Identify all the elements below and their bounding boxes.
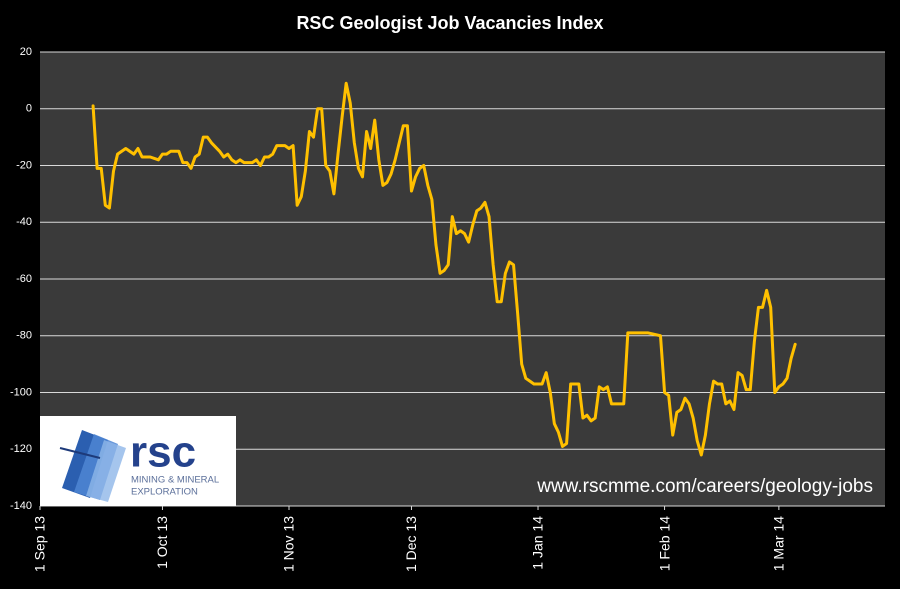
x-tick-label: 1 Oct 13	[154, 516, 170, 569]
y-tick-label: -40	[16, 216, 32, 228]
x-tick-label: 1 Nov 13	[281, 516, 297, 572]
x-tick-label: 1 Feb 14	[656, 516, 672, 571]
x-tick-label: 1 Mar 14	[771, 516, 787, 571]
chart-title: RSC Geologist Job Vacancies Index	[296, 13, 603, 33]
y-tick-label: -60	[16, 273, 32, 285]
x-tick-label: 1 Sep 13	[32, 516, 48, 572]
y-tick-label: 20	[20, 46, 32, 58]
logo-line: MINING & MINERAL	[131, 475, 219, 486]
x-tick-label: 1 Jan 14	[530, 516, 546, 570]
y-tick-label: -140	[10, 500, 32, 512]
y-tick-label: 0	[26, 103, 32, 115]
annotation: www.rscmme.com/careers/geology-jobs	[536, 476, 873, 497]
data-line	[91, 81, 797, 457]
logo-pen	[59, 447, 101, 459]
y-tick-label: -120	[10, 443, 32, 455]
logo-name: rsc	[130, 428, 196, 477]
logo: rsc MINING & MINERAL EXPLORATION	[40, 416, 236, 506]
y-tick-label: -20	[16, 159, 32, 171]
y-tick-label: -100	[10, 386, 32, 398]
logo-line: EXPLORATION	[131, 487, 198, 498]
x-tick-label: 1 Dec 13	[403, 516, 419, 572]
y-tick-label: -80	[16, 330, 32, 342]
logo-shape	[86, 440, 126, 502]
